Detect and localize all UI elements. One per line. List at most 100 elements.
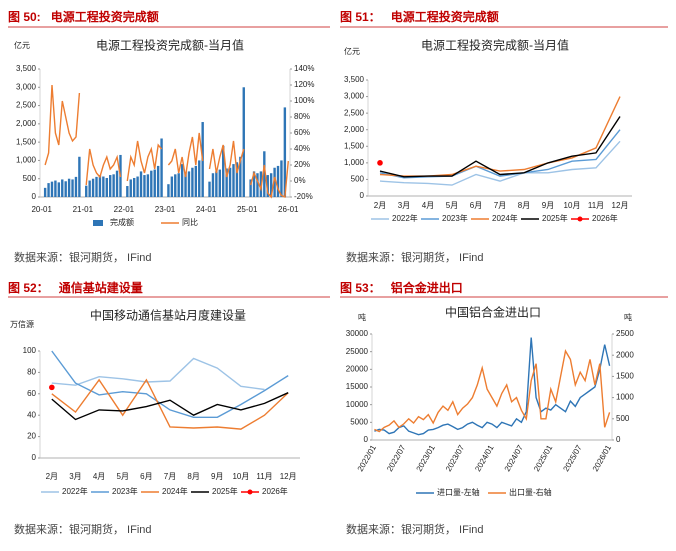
x-tick-label: 9月 — [542, 201, 554, 210]
x-tick-label: 2025/07 — [561, 443, 584, 473]
y-tick-label: 80 — [27, 368, 36, 377]
legend-swatch — [93, 220, 103, 226]
bar — [184, 172, 187, 197]
figure-heading: 通信基站建设量 — [59, 280, 143, 295]
y2-tick-label: 80% — [294, 112, 310, 121]
legend-marker — [577, 216, 583, 222]
x-tick-label: 23-01 — [155, 205, 176, 214]
x-tick-label: 8月 — [518, 201, 530, 210]
bar — [273, 167, 276, 197]
y2-tick-label: -20% — [294, 192, 313, 201]
y2-tick-label: 2500 — [616, 329, 634, 338]
y-tick-label: 500 — [23, 174, 37, 183]
bar — [239, 156, 242, 197]
y2-tick-label: 1000 — [616, 393, 634, 402]
x-tick-label: 21-01 — [73, 205, 94, 214]
bar — [54, 180, 57, 197]
x-tick-label: 7月 — [494, 201, 506, 210]
y-unit: 亿元 — [344, 46, 360, 56]
y-tick-label: 2,500 — [344, 108, 365, 117]
bar — [61, 179, 64, 197]
bar — [91, 178, 95, 197]
y2-tick-label: 500 — [616, 414, 630, 423]
line — [374, 349, 611, 433]
x-tick-label: 5月 — [446, 201, 458, 210]
y2-tick-label: 1500 — [616, 372, 634, 381]
bar — [218, 169, 221, 197]
bar — [47, 183, 50, 197]
y2-unit: 吨 — [624, 312, 632, 322]
x-tick-label: 2024/01 — [473, 443, 496, 473]
bar — [78, 156, 81, 197]
bar — [74, 176, 78, 197]
line — [379, 140, 621, 186]
bar — [174, 174, 177, 197]
bar — [150, 170, 153, 197]
bar — [126, 186, 129, 197]
legend-marker — [247, 489, 253, 495]
chart-title: 电源工程投资完成额-当月值 — [96, 38, 244, 53]
source: 数据来源：银河期货， IFind — [346, 522, 484, 536]
legend-label: 进口量-左轴 — [437, 487, 480, 497]
y-tick-label: 3,500 — [16, 64, 37, 73]
bar — [71, 179, 74, 197]
bar — [208, 181, 211, 197]
x-tick-label: 12月 — [612, 201, 629, 210]
bar — [50, 181, 54, 197]
x-tick-label: 3月 — [398, 201, 410, 210]
x-tick-label: 25-01 — [237, 205, 258, 214]
y-tick-label: 20000 — [346, 364, 369, 373]
y2-tick-label: 20% — [294, 160, 310, 169]
x-tick-label: 22-01 — [114, 205, 135, 214]
figure-number: 图 52： — [8, 281, 49, 295]
y2-tick-label: 0 — [616, 435, 621, 444]
figure-number: 图 50: — [8, 10, 41, 24]
x-tick-label: 2024/07 — [503, 443, 526, 473]
bar — [156, 165, 160, 197]
x-tick-label: 7月 — [164, 472, 176, 481]
x-tick-label: 2026/01 — [591, 443, 614, 473]
legend-label: 2026年 — [262, 486, 288, 496]
y-tick-label: 1,500 — [344, 141, 365, 150]
x-tick-label: 10月 — [232, 472, 249, 481]
line — [374, 337, 611, 436]
y-tick-label: 0 — [32, 192, 37, 201]
y-tick-label: 2,000 — [16, 119, 37, 128]
x-tick-label: 6月 — [140, 472, 152, 481]
y-unit: 吨 — [358, 312, 366, 322]
bar — [263, 151, 266, 197]
y2-tick-label: 2000 — [616, 350, 634, 359]
y-tick-label: 5000 — [350, 417, 368, 426]
y2-tick-label: 40% — [294, 144, 310, 153]
x-tick-label: 20-01 — [31, 205, 52, 214]
x-tick-label: 2023/07 — [444, 443, 467, 473]
y-unit: 万信源 — [10, 319, 34, 329]
bar — [211, 173, 215, 197]
y-tick-label: 40 — [27, 410, 36, 419]
bar — [160, 138, 163, 197]
x-tick-label: 10月 — [564, 201, 581, 210]
bar — [225, 168, 228, 197]
bar — [153, 169, 156, 197]
y-tick-label: 20 — [27, 432, 36, 441]
bar — [136, 176, 139, 197]
bar — [146, 174, 150, 197]
legend-label: 2022年 — [62, 486, 88, 496]
legend-label: 2025年 — [212, 486, 238, 496]
bar — [180, 164, 184, 197]
x-tick-label: 12月 — [280, 472, 297, 481]
bar — [242, 87, 245, 197]
legend-label: 2023年 — [112, 486, 138, 496]
bar — [222, 145, 225, 197]
bar — [139, 171, 143, 197]
y-tick-label: 0 — [360, 191, 365, 200]
chart-title: 中国移动通信基站月度建设量 — [90, 308, 246, 323]
y-tick-label: 1,000 — [344, 158, 365, 167]
bar — [143, 175, 146, 197]
line — [44, 84, 289, 199]
bar — [276, 165, 280, 197]
y2-tick-label: 140% — [294, 64, 314, 73]
line — [379, 116, 621, 178]
chart-title: 中国铝合金进出口 — [445, 305, 541, 320]
y-tick-label: 60 — [27, 389, 36, 398]
